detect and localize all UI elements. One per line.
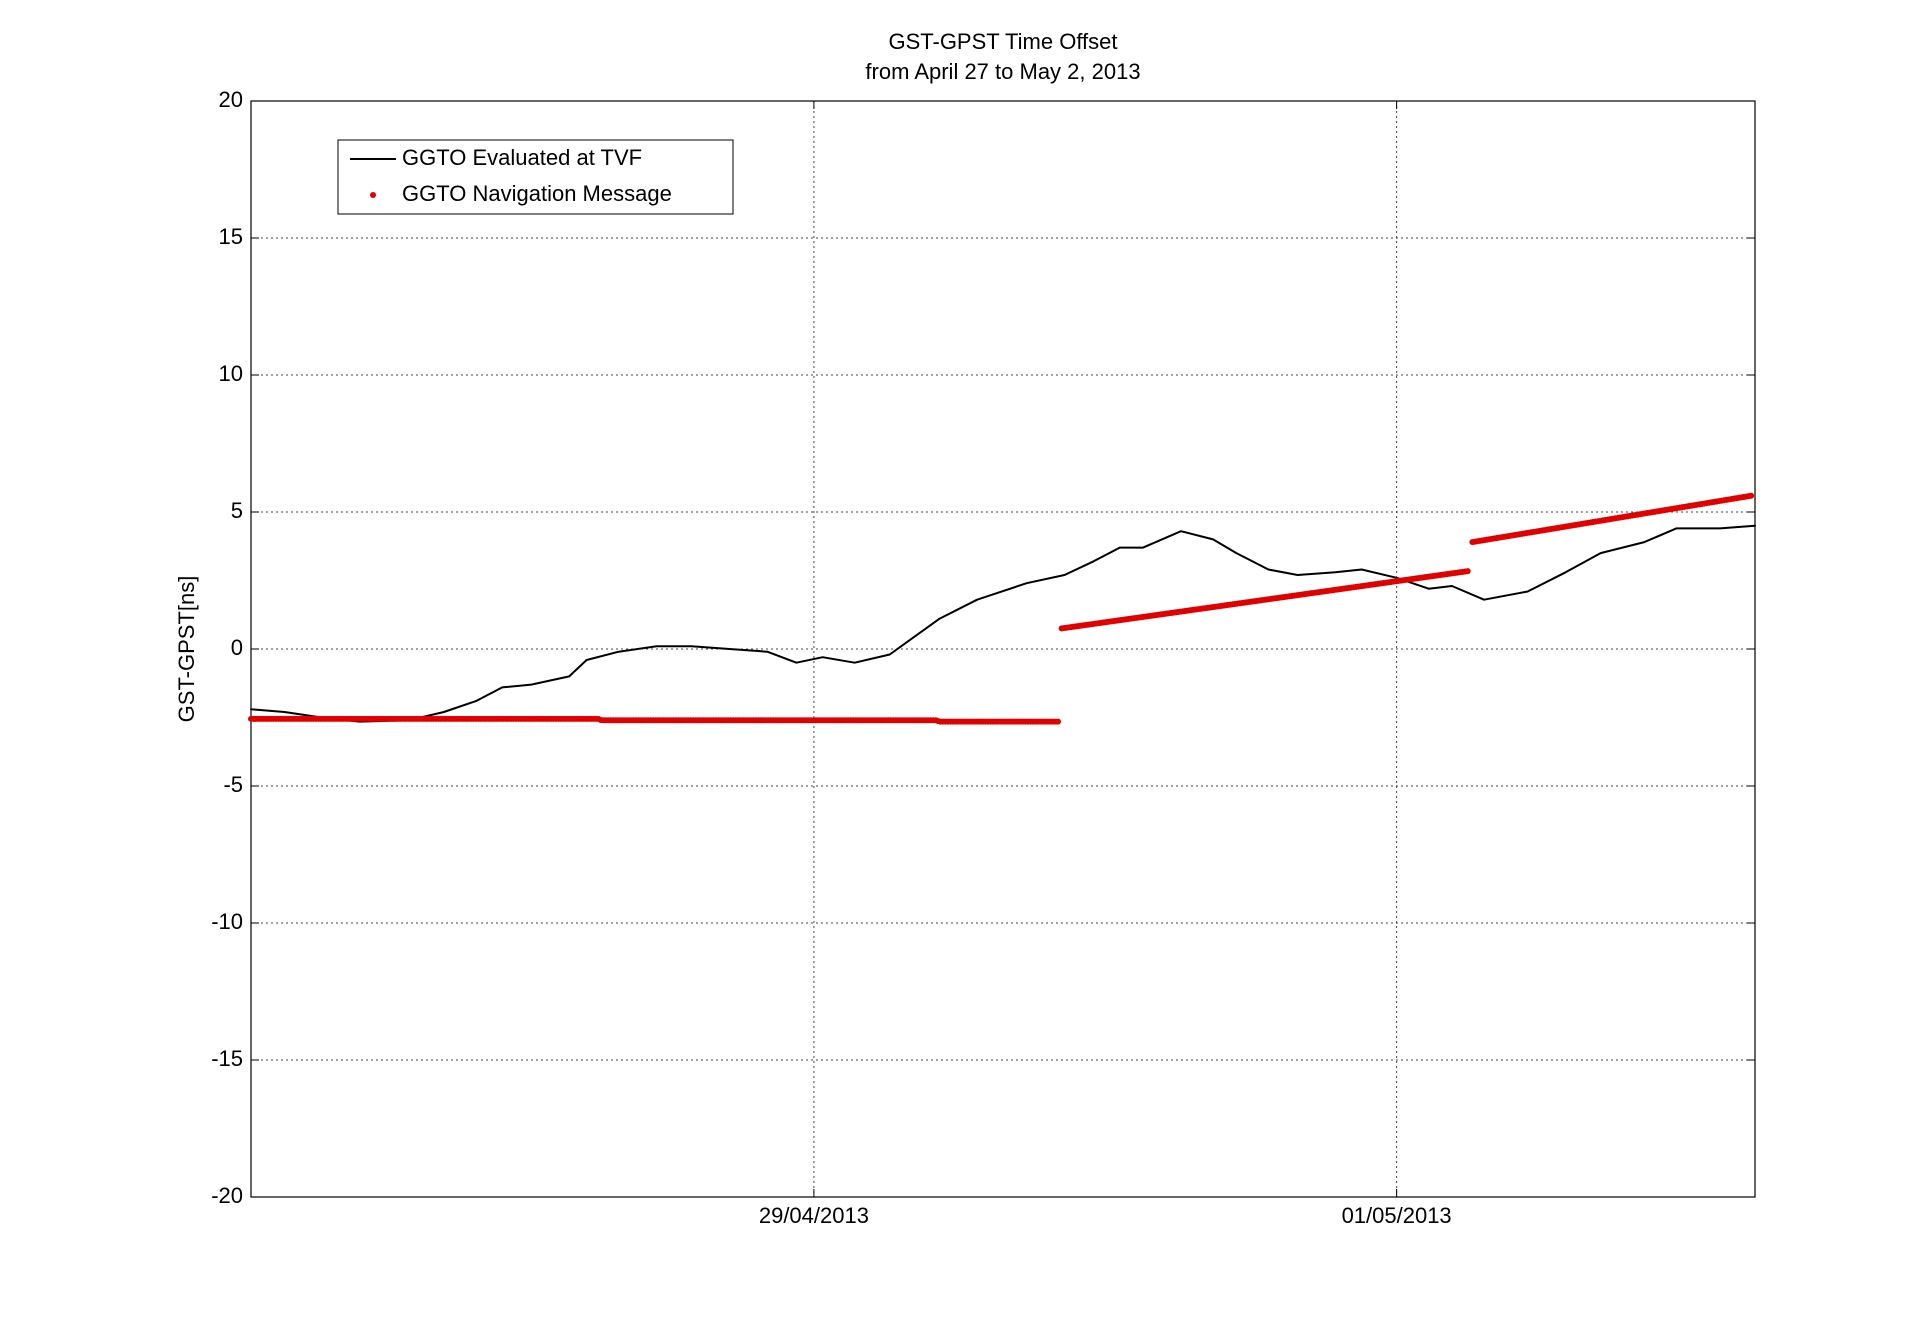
chart-title: GST-GPST Time Offset xyxy=(888,29,1117,54)
y-tick-label: 20 xyxy=(219,87,243,112)
y-tick-label: -5 xyxy=(223,772,243,797)
y-tick-label: -20 xyxy=(211,1183,243,1208)
legend-box xyxy=(337,139,734,215)
x-tick-label: 29/04/2013 xyxy=(759,1203,869,1228)
y-tick-label: 15 xyxy=(219,224,243,249)
legend-label: GGTO Navigation Message xyxy=(402,181,672,206)
y-tick-label: 0 xyxy=(231,635,243,660)
y-tick-label: -10 xyxy=(211,909,243,934)
plot-frame xyxy=(250,100,1756,1198)
y-tick-label: -15 xyxy=(211,1046,243,1071)
chart-subtitle: from April 27 to May 2, 2013 xyxy=(865,59,1140,84)
legend-marker xyxy=(370,192,376,198)
x-tick-label: 01/05/2013 xyxy=(1342,1203,1452,1228)
y-tick-label: 10 xyxy=(219,361,243,386)
line-series xyxy=(250,524,1756,723)
y-axis-label: GST-GPST[ns] xyxy=(174,576,199,723)
y-tick-label: 5 xyxy=(231,498,243,523)
legend-label: GGTO Evaluated at TVF xyxy=(402,145,642,170)
dot-series xyxy=(248,492,1756,725)
